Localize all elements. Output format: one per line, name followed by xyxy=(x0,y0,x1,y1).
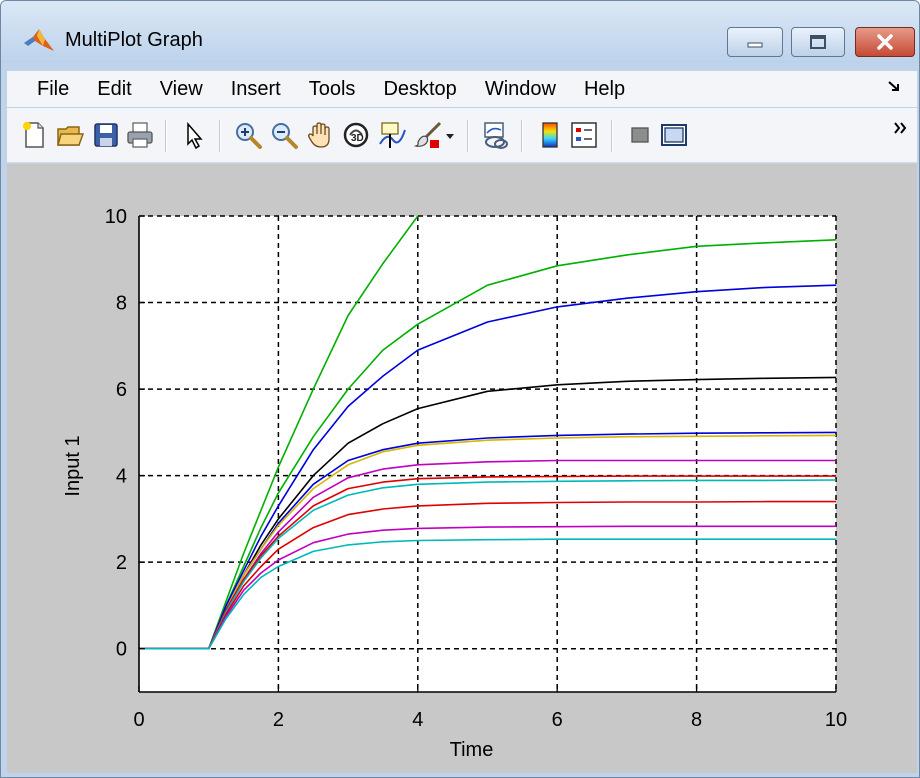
insert-colorbar-icon[interactable] xyxy=(535,120,565,150)
edit-plot-arrow-icon[interactable] xyxy=(179,120,209,150)
y-axis-label: Input 1 xyxy=(62,435,84,496)
menu-insert[interactable]: Insert xyxy=(230,77,281,100)
brush-icon[interactable] xyxy=(413,120,443,150)
minimize-button[interactable] xyxy=(727,27,783,57)
menu-tools[interactable]: Tools xyxy=(308,77,356,100)
zoom-in-icon[interactable] xyxy=(233,120,263,150)
window-title: MultiPlot Graph xyxy=(65,29,203,51)
y-tick-label: 0 xyxy=(116,639,127,661)
print-icon[interactable] xyxy=(125,120,155,150)
y-tick-label: 6 xyxy=(116,379,127,401)
menu-view[interactable]: View xyxy=(159,77,203,100)
insert-legend-icon[interactable] xyxy=(569,120,599,150)
x-tick-label: 8 xyxy=(691,709,702,731)
maximize-button[interactable] xyxy=(791,27,845,57)
x-tick-label: 2 xyxy=(273,709,284,731)
close-icon xyxy=(877,34,893,50)
menu-window[interactable]: Window xyxy=(484,77,556,100)
new-figure-icon[interactable] xyxy=(19,120,49,150)
x-tick-label: 10 xyxy=(825,709,847,731)
pan-hand-icon[interactable] xyxy=(305,120,335,150)
toolbar-separator xyxy=(219,120,221,152)
open-file-icon[interactable] xyxy=(55,120,85,150)
menu-bar: File Edit View Insert Tools Desktop Wind… xyxy=(7,71,917,107)
zoom-out-icon[interactable] xyxy=(269,120,299,150)
close-button[interactable] xyxy=(855,27,915,57)
data-cursor-icon[interactable] xyxy=(377,120,407,150)
x-tick-label: 0 xyxy=(133,709,144,731)
menu-help[interactable]: Help xyxy=(583,77,626,100)
x-tick-label: 6 xyxy=(552,709,563,731)
toolbar-separator xyxy=(611,120,613,152)
x-tick-label: 4 xyxy=(412,709,423,731)
y-tick-label: 8 xyxy=(116,293,127,315)
toolbar-overflow-icon[interactable] xyxy=(893,120,909,136)
svg-text:3D: 3D xyxy=(351,133,364,144)
y-tick-label: 2 xyxy=(116,552,127,574)
save-icon[interactable] xyxy=(91,120,121,150)
series-line-12[interactable] xyxy=(139,538,836,650)
show-plot-tools-icon[interactable] xyxy=(659,120,689,150)
brush-dropdown-icon[interactable] xyxy=(443,120,457,150)
minimize-icon xyxy=(747,42,763,48)
menu-desktop[interactable]: Desktop xyxy=(383,77,457,100)
y-tick-label: 4 xyxy=(116,466,127,488)
hide-plot-tools-icon[interactable] xyxy=(625,120,655,150)
x-axis-label: Time xyxy=(450,739,494,761)
figure-canvas: 0 2 4 6 8 10 0 2 4 6 8 10 Time Input 1 xyxy=(7,164,917,773)
toolbar-separator xyxy=(521,120,523,152)
title-bar[interactable]: MultiPlot Graph xyxy=(1,1,919,63)
line-chart[interactable]: 0 2 4 6 8 10 0 2 4 6 8 10 Time Input 1 xyxy=(7,164,917,773)
link-plot-icon[interactable] xyxy=(481,120,511,150)
toolbar-separator xyxy=(467,120,469,152)
y-tick-label: 10 xyxy=(105,206,127,228)
series-line-3[interactable] xyxy=(139,284,837,650)
toolbar-separator xyxy=(165,120,167,152)
matlab-logo-icon xyxy=(24,29,54,51)
toolbar: 3D xyxy=(7,108,917,163)
menu-edit[interactable]: Edit xyxy=(97,77,132,100)
maximize-icon xyxy=(810,35,826,49)
plot-area[interactable] xyxy=(139,216,836,692)
menu-file[interactable]: File xyxy=(37,77,70,100)
rotate-3d-icon[interactable]: 3D xyxy=(341,120,371,150)
menu-overflow-icon[interactable] xyxy=(887,79,901,93)
